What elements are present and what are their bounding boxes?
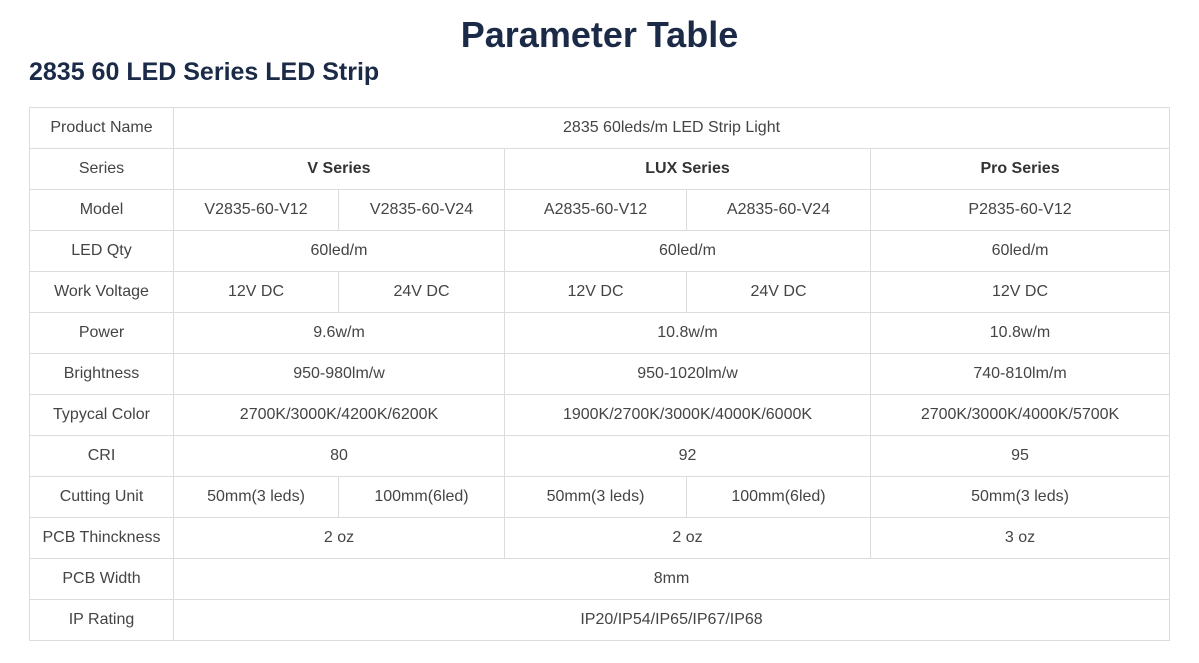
table-row: Product Name 2835 60leds/m LED Strip Ligh…: [29, 107, 1171, 149]
table-cell: 12V DC: [504, 271, 687, 313]
table-row: Model V2835-60-V12 V2835-60-V24 A2835-60-V1…: [29, 189, 1171, 231]
table-row: PCB Thinckness 2 oz 2 oz 3 oz: [29, 517, 1171, 559]
table-cell: 2700K/3000K/4000K/5700K: [869, 394, 1171, 436]
table-row: Brightness 950-980lm/w 950-1020lm/w 740-810…: [29, 353, 1171, 395]
table-row: LED Qty 60led/m 60led/m 60led/m: [29, 230, 1171, 272]
row-label: Power: [29, 312, 174, 354]
row-label: CRI: [29, 435, 174, 477]
row-label: LED Qty: [29, 230, 174, 272]
table-row: Cutting Unit 50mm(3 leds) 100mm(6led) 50mm(…: [29, 476, 1171, 518]
table-cell: 12V DC: [173, 271, 339, 313]
table-cell: 1900K/2700K/3000K/4000K/6000K: [504, 394, 871, 436]
table-cell: 24V DC: [686, 271, 871, 313]
table-cell: 740-810lm/m: [869, 353, 1171, 395]
table-cell: 50mm(3 leds): [504, 476, 687, 518]
table-cell: A2835-60-V24: [686, 189, 871, 231]
table-cell: 60led/m: [173, 230, 505, 272]
table-cell: 95: [869, 435, 1171, 477]
table-cell: 24V DC: [338, 271, 505, 313]
table-row: Work Voltage 12V DC 24V DC 12V DC 24V DC 12V …: [29, 271, 1171, 313]
table-cell: 2 oz: [173, 517, 505, 559]
table-cell: Pro Series: [869, 148, 1171, 190]
table-cell: V2835-60-V12: [173, 189, 339, 231]
table-cell: 50mm(3 leds): [869, 476, 1171, 518]
row-label: Brightness: [29, 353, 174, 395]
row-label: Cutting Unit: [29, 476, 174, 518]
table-cell: 10.8w/m: [869, 312, 1171, 354]
row-label: Product Name: [29, 107, 174, 149]
product-heading: 2835 60 LED Series LED Strip: [29, 58, 380, 86]
table-cell: 100mm(6led): [338, 476, 505, 518]
table-cell: IP20/IP54/IP65/IP67/IP68: [172, 599, 1171, 641]
table-cell: 950-1020lm/w: [504, 353, 871, 395]
row-label: Work Voltage: [29, 271, 174, 313]
table-cell: 50mm(3 leds): [173, 476, 339, 518]
table-row: IP Rating IP20/IP54/IP65/IP67/IP68: [29, 599, 1171, 641]
row-label: Model: [29, 189, 174, 231]
table-row: CRI 80 92 95: [29, 435, 1171, 477]
row-label: PCB Width: [29, 558, 174, 600]
table-cell: 3 oz: [869, 517, 1171, 559]
row-label: IP Rating: [29, 599, 174, 641]
table-row: Power 9.6w/m 10.8w/m 10.8w/m: [29, 312, 1171, 354]
table-cell: 8mm: [172, 558, 1171, 600]
table-cell: 2835 60leds/m LED Strip Light: [172, 107, 1171, 149]
table-cell: P2835-60-V12: [869, 189, 1171, 231]
page-title: Parameter Table: [460, 14, 739, 55]
table-cell: 80: [173, 435, 505, 477]
table-row: Typycal Color 2700K/3000K/4200K/6200K 1900…: [29, 394, 1171, 436]
table-cell: 12V DC: [869, 271, 1171, 313]
table-cell: 100mm(6led): [686, 476, 871, 518]
table-cell: A2835-60-V12: [504, 189, 687, 231]
table-cell: 92: [504, 435, 871, 477]
table-cell: V Series: [173, 148, 505, 190]
table-row: Series V Series LUX Series Pro Series: [29, 148, 1171, 190]
parameter-table: Product Name 2835 60leds/m LED Strip Ligh…: [29, 107, 1171, 641]
table-cell: 2700K/3000K/4200K/6200K: [173, 394, 505, 436]
table-row: PCB Width 8mm: [29, 558, 1171, 600]
table-cell: 10.8w/m: [504, 312, 871, 354]
table-cell: V2835-60-V24: [338, 189, 505, 231]
table-cell: 2 oz: [504, 517, 871, 559]
table-cell: 950-980lm/w: [173, 353, 505, 395]
row-label: PCB Thinckness: [29, 517, 174, 559]
table-cell: LUX Series: [504, 148, 871, 190]
table-cell: 60led/m: [504, 230, 871, 272]
row-label: Typycal Color: [29, 394, 174, 436]
row-label: Series: [29, 148, 174, 190]
table-cell: 9.6w/m: [173, 312, 505, 354]
table-cell: 60led/m: [869, 230, 1171, 272]
